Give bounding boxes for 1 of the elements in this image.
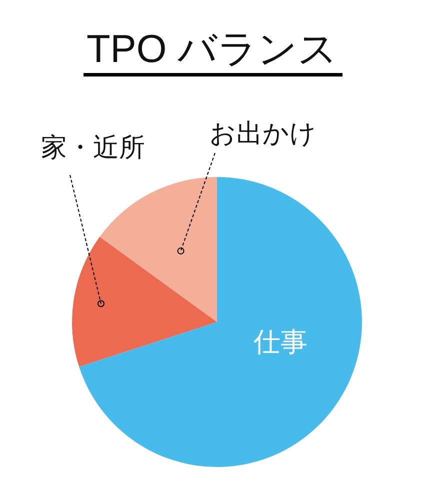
title: TPO バランス — [86, 28, 338, 71]
